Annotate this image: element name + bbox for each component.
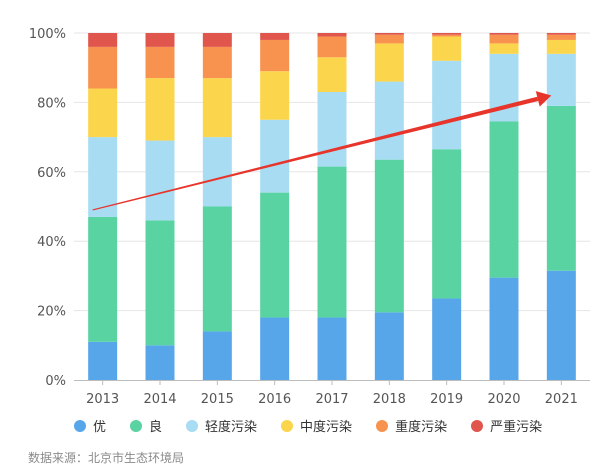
bar-segment (88, 33, 118, 47)
legend: 优 良 轻度污染 中度污染 重度污染 严重污染 (74, 416, 566, 435)
legend-label: 良 (149, 420, 163, 435)
legend-item[interactable]: 严重污染 (471, 416, 542, 435)
legend-item[interactable]: 重度污染 (376, 416, 447, 435)
bar-segment (260, 317, 290, 380)
x-tick-label: 2014 (143, 392, 176, 407)
bar-segment (260, 39, 290, 72)
legend-item[interactable]: 优 (74, 416, 106, 435)
bar-segment (202, 46, 232, 79)
bar-segment (432, 298, 462, 380)
trend-arrow-head (535, 91, 552, 107)
y-tick-label: 100% (29, 27, 66, 42)
trend-arrow-shaft (92, 96, 539, 211)
bar-segment (489, 34, 519, 44)
bar-segment (374, 312, 404, 380)
legend-swatch-icon (471, 419, 484, 432)
bar-segment (317, 33, 347, 37)
bar-segment (374, 159, 404, 313)
legend-label: 严重污染 (490, 420, 543, 435)
bar-segment (432, 60, 462, 150)
bar-segment (202, 331, 232, 380)
bar-segment (88, 341, 118, 380)
bar-segment (88, 46, 118, 89)
y-tick-label: 0% (45, 374, 66, 389)
bar-segment (546, 270, 576, 380)
legend-swatch-icon (281, 419, 294, 432)
y-tick-label: 40% (37, 235, 66, 250)
legend-item[interactable]: 良 (130, 416, 162, 435)
bar-segment (432, 149, 462, 299)
x-tick-label: 2018 (373, 392, 406, 407)
bar-segment (202, 33, 232, 47)
x-tick-label: 2019 (430, 392, 463, 407)
bar-segment (432, 33, 462, 35)
x-tick-label: 2016 (258, 392, 291, 407)
bar-segment (260, 119, 290, 193)
y-tick-label: 80% (37, 96, 66, 111)
bar-segment (546, 105, 576, 271)
bar-segment (145, 345, 175, 380)
bar-segment (374, 34, 404, 44)
bars (88, 33, 576, 380)
y-tick-label: 20% (37, 305, 66, 320)
x-tick-label: 2015 (201, 392, 234, 407)
legend-label: 轻度污染 (205, 420, 258, 435)
bar-segment (202, 206, 232, 332)
x-tick-label: 2017 (315, 392, 348, 407)
bar-segment (489, 121, 519, 278)
legend-label: 中度污染 (300, 420, 353, 435)
legend-swatch-icon (130, 419, 143, 432)
bar-segment (317, 317, 347, 380)
bar-segment (88, 137, 118, 217)
bar-segment (489, 43, 519, 54)
bar-segment (432, 36, 462, 61)
bar-segment (374, 81, 404, 160)
bar-segment (88, 216, 118, 342)
legend-item[interactable]: 轻度污染 (186, 416, 257, 435)
x-tick-label: 2020 (487, 392, 520, 407)
annotations (92, 91, 552, 211)
bar-segment (145, 140, 175, 221)
bar-segment (260, 71, 290, 120)
bar-segment (317, 166, 347, 318)
legend-label: 优 (93, 420, 107, 435)
x-tick-label: 2013 (86, 392, 119, 407)
bar-segment (145, 78, 175, 141)
bar-segment (489, 277, 519, 380)
bar-segment (317, 57, 347, 92)
bar-segment (374, 43, 404, 82)
bar-segment (260, 33, 290, 40)
bar-segment (145, 220, 175, 346)
bar-segment (317, 36, 347, 58)
source-text: 数据来源：北京市生态环境局 (28, 451, 185, 465)
y-tick-label: 60% (37, 166, 66, 181)
bar-segment (432, 34, 462, 37)
legend-swatch-icon (74, 419, 86, 432)
bar-segment (489, 33, 519, 35)
x-tick-label: 2021 (545, 392, 578, 407)
bar-segment (202, 78, 232, 138)
legend-swatch-icon (186, 419, 199, 432)
bar-segment (145, 46, 175, 79)
bar-segment (145, 33, 175, 47)
axes: 0% 20% 40% 60% 80% 100% 2013 2014 2015 2016 2017 20… (29, 27, 590, 407)
legend-label: 重度污染 (395, 420, 448, 435)
legend-swatch-icon (376, 419, 389, 432)
legend-item[interactable]: 中度污染 (281, 416, 352, 435)
bar-segment (202, 137, 232, 207)
bar-segment (546, 33, 576, 35)
bar-segment (546, 34, 576, 40)
bar-segment (546, 39, 576, 54)
bar-segment (88, 88, 118, 138)
bar-segment (546, 53, 576, 106)
bar-segment (260, 192, 290, 318)
bar-segment (374, 33, 404, 35)
bar-segment (317, 91, 347, 167)
